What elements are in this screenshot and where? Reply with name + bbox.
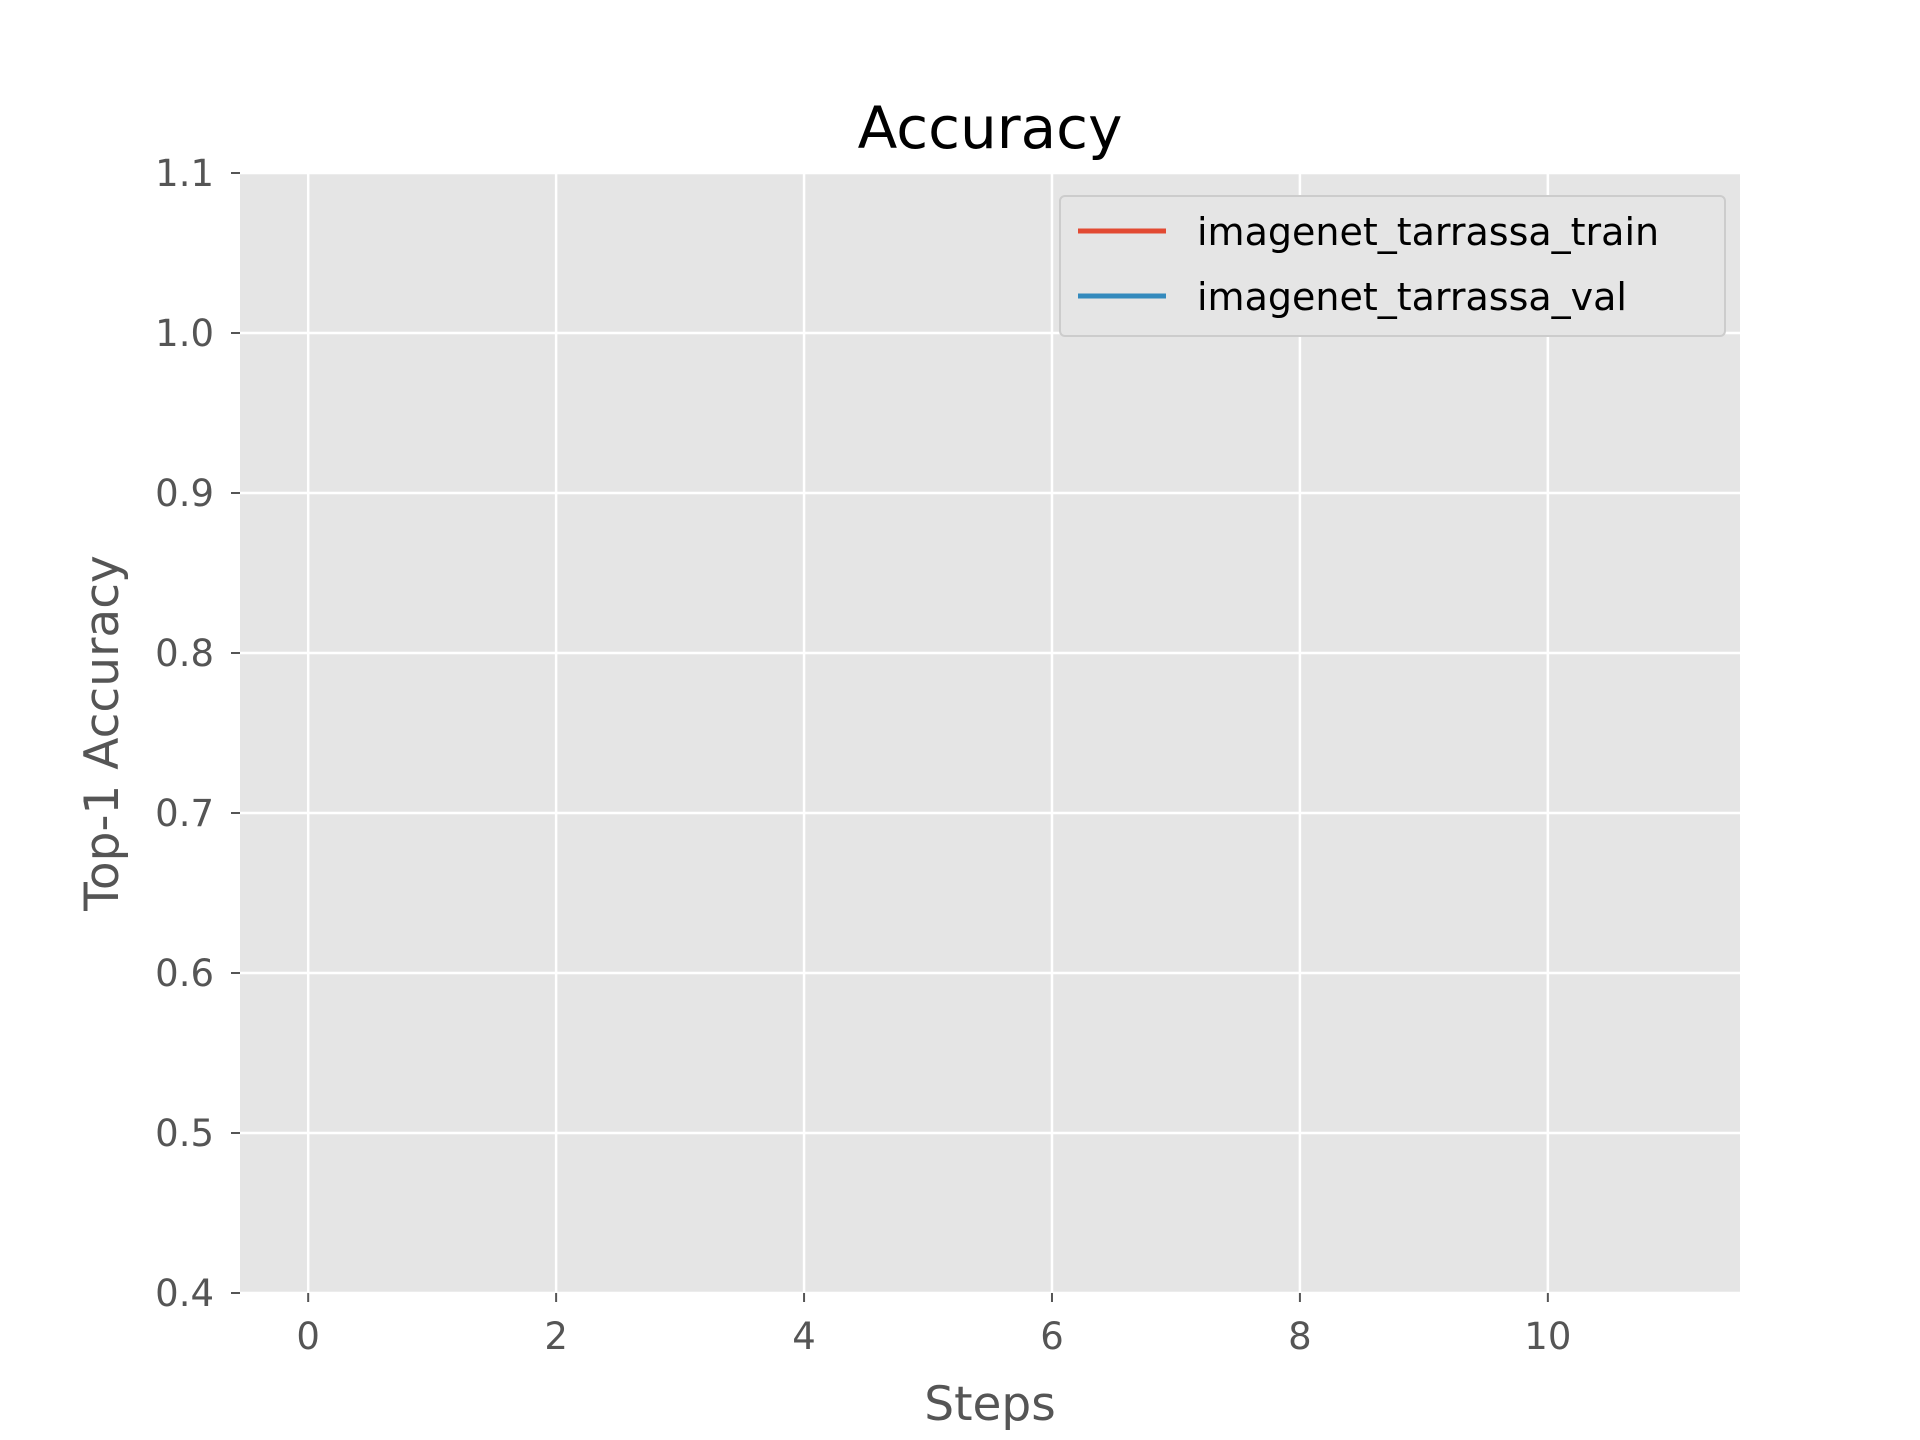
x-tick-label: 8 [1288,1315,1312,1358]
legend-box [1059,195,1726,337]
y-tick-label: 0.5 [155,1112,214,1155]
y-tick-label: 0.8 [155,632,214,675]
chart-title: Accuracy [858,94,1123,162]
legend-label-val: imagenet_tarrassa_val [1197,275,1627,319]
x-tick-label: 10 [1524,1315,1571,1358]
y-tick-label: 1.1 [155,152,214,195]
legend-label-train: imagenet_tarrassa_train [1197,210,1659,254]
x-tick-label: 6 [1040,1315,1064,1358]
y-tick-label: 1.0 [155,312,214,355]
grid-lines [240,171,1740,1295]
x-tick-label: 0 [296,1315,320,1358]
legend: imagenet_tarrassa_train imagenet_tarrass… [1059,195,1726,337]
axis-ticks: 0 2 4 6 8 10 0.4 0.5 0.6 0.7 0.8 0.9 1.0 1.1 [155,152,1571,1358]
y-tick-label: 0.6 [155,952,214,995]
x-tick-label: 4 [792,1315,816,1358]
plot-area [240,173,1740,1293]
y-axis-label: Top-1 Accuracy [75,555,130,912]
y-tick-label: 0.9 [155,472,214,515]
y-tick-label: 0.4 [155,1272,214,1315]
x-tick-label: 2 [544,1315,568,1358]
y-tick-label: 0.7 [155,792,214,835]
x-axis-label: Steps [924,1377,1056,1432]
